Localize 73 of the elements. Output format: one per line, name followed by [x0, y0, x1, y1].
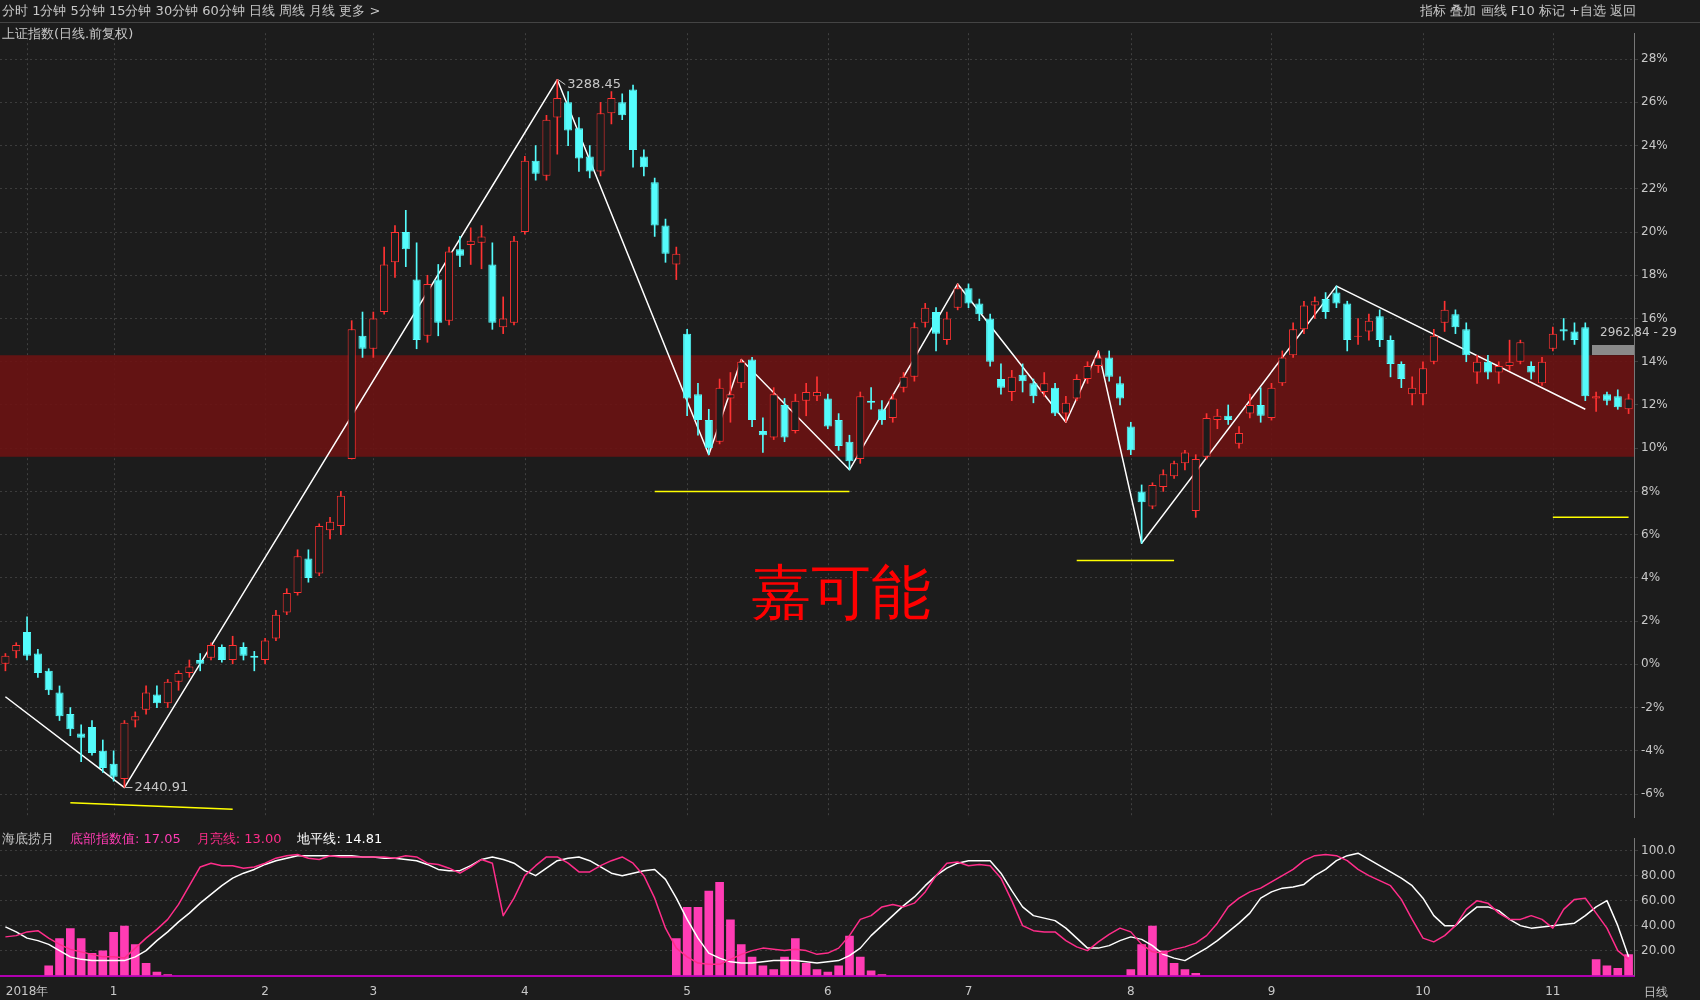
- y-tick-label: 20.00: [1641, 942, 1676, 957]
- bar: [120, 925, 129, 976]
- x-tick-label: 10: [1415, 983, 1431, 998]
- y-tick-label: 10%: [1641, 440, 1668, 455]
- candlestick: [196, 653, 205, 672]
- text: 分时 1分钟 5分钟 15分钟 30分钟 60分钟 日线 周线 月线 更多 >: [2, 2, 381, 20]
- bar: [704, 890, 714, 976]
- y-tick-label: 80.00: [1641, 867, 1676, 882]
- bar: [109, 931, 118, 976]
- bar: [780, 956, 789, 976]
- y-tick-label: -4%: [1641, 742, 1665, 757]
- candlestick: [455, 236, 464, 267]
- text: 日线: [1644, 984, 1668, 1000]
- bar: [1591, 959, 1601, 976]
- y-tick-label: -2%: [1641, 699, 1665, 714]
- text: 底部指数值: 17.05: [70, 831, 181, 846]
- candlestick: [1310, 296, 1319, 319]
- x-tick-label: 9: [1267, 983, 1276, 998]
- y-tick-label: 22%: [1641, 180, 1668, 195]
- y-tick-label: 24%: [1641, 137, 1668, 152]
- bar: [845, 935, 854, 976]
- y-tick-label: 26%: [1641, 94, 1668, 109]
- x-tick-label: 4: [521, 983, 529, 998]
- bar: [66, 928, 75, 976]
- x-tick-label: 6: [824, 983, 832, 998]
- x-tick-label: 2018年: [5, 983, 49, 998]
- chart-title: 海底捞月: [2, 831, 54, 846]
- x-tick-label: 2: [261, 983, 269, 998]
- bar: [672, 938, 681, 976]
- bar: [791, 938, 800, 976]
- annotation: 嘉可能: [751, 556, 931, 629]
- bar: [726, 919, 735, 976]
- y-tick-label: 8%: [1641, 483, 1661, 498]
- bar: [1137, 944, 1146, 976]
- annotation: 2962.84 - 29: [1600, 325, 1677, 339]
- y-tick-label: 6%: [1641, 526, 1661, 541]
- x-tick-label: 11: [1545, 983, 1561, 998]
- bar: [55, 938, 64, 976]
- y-tick-label: 100.0: [1641, 842, 1676, 857]
- bar: [1148, 925, 1157, 976]
- x-tick-label: 7: [964, 983, 973, 998]
- y-tick-label: 60.00: [1641, 892, 1676, 907]
- bar: [715, 881, 724, 976]
- y-tick-label: 0%: [1641, 656, 1661, 671]
- bar: [855, 956, 865, 976]
- x-tick-label: 8: [1126, 983, 1135, 998]
- bar: [1126, 969, 1136, 976]
- chart-title: 上证指数(日线.前复权): [2, 26, 134, 41]
- y-tick-label: 14%: [1641, 353, 1668, 368]
- x-tick-label: 5: [683, 983, 691, 998]
- bar: [834, 965, 843, 976]
- bar: [801, 963, 811, 976]
- y-tick-label: 4%: [1641, 570, 1661, 585]
- y-tick-label: 2%: [1641, 613, 1661, 628]
- y-tick-label: 16%: [1641, 310, 1668, 325]
- series-label: 月亮线: 13.00: [196, 831, 282, 846]
- annotation: 3288.45: [567, 76, 622, 92]
- x-tick-label: 1: [109, 983, 118, 998]
- text: 指标 叠加 画线 F10 标记 +自选 返回: [1420, 2, 1636, 20]
- y-tick-label: 18%: [1641, 267, 1668, 282]
- x-tick-label: 3: [369, 983, 378, 998]
- annotation: 2440.91: [134, 778, 189, 794]
- y-tick-label: 28%: [1641, 51, 1668, 66]
- bar: [1613, 968, 1623, 976]
- series-label: 地平线: 14.81: [297, 831, 383, 846]
- bar: [769, 969, 779, 976]
- y-tick-label: -6%: [1641, 786, 1665, 801]
- candlestick: [553, 79, 562, 155]
- bar: [1624, 954, 1633, 976]
- y-tick-label: 20%: [1641, 224, 1668, 239]
- bar: [44, 965, 54, 976]
- y-tick-label: 12%: [1641, 397, 1668, 412]
- y-tick-label: 40.00: [1641, 917, 1676, 932]
